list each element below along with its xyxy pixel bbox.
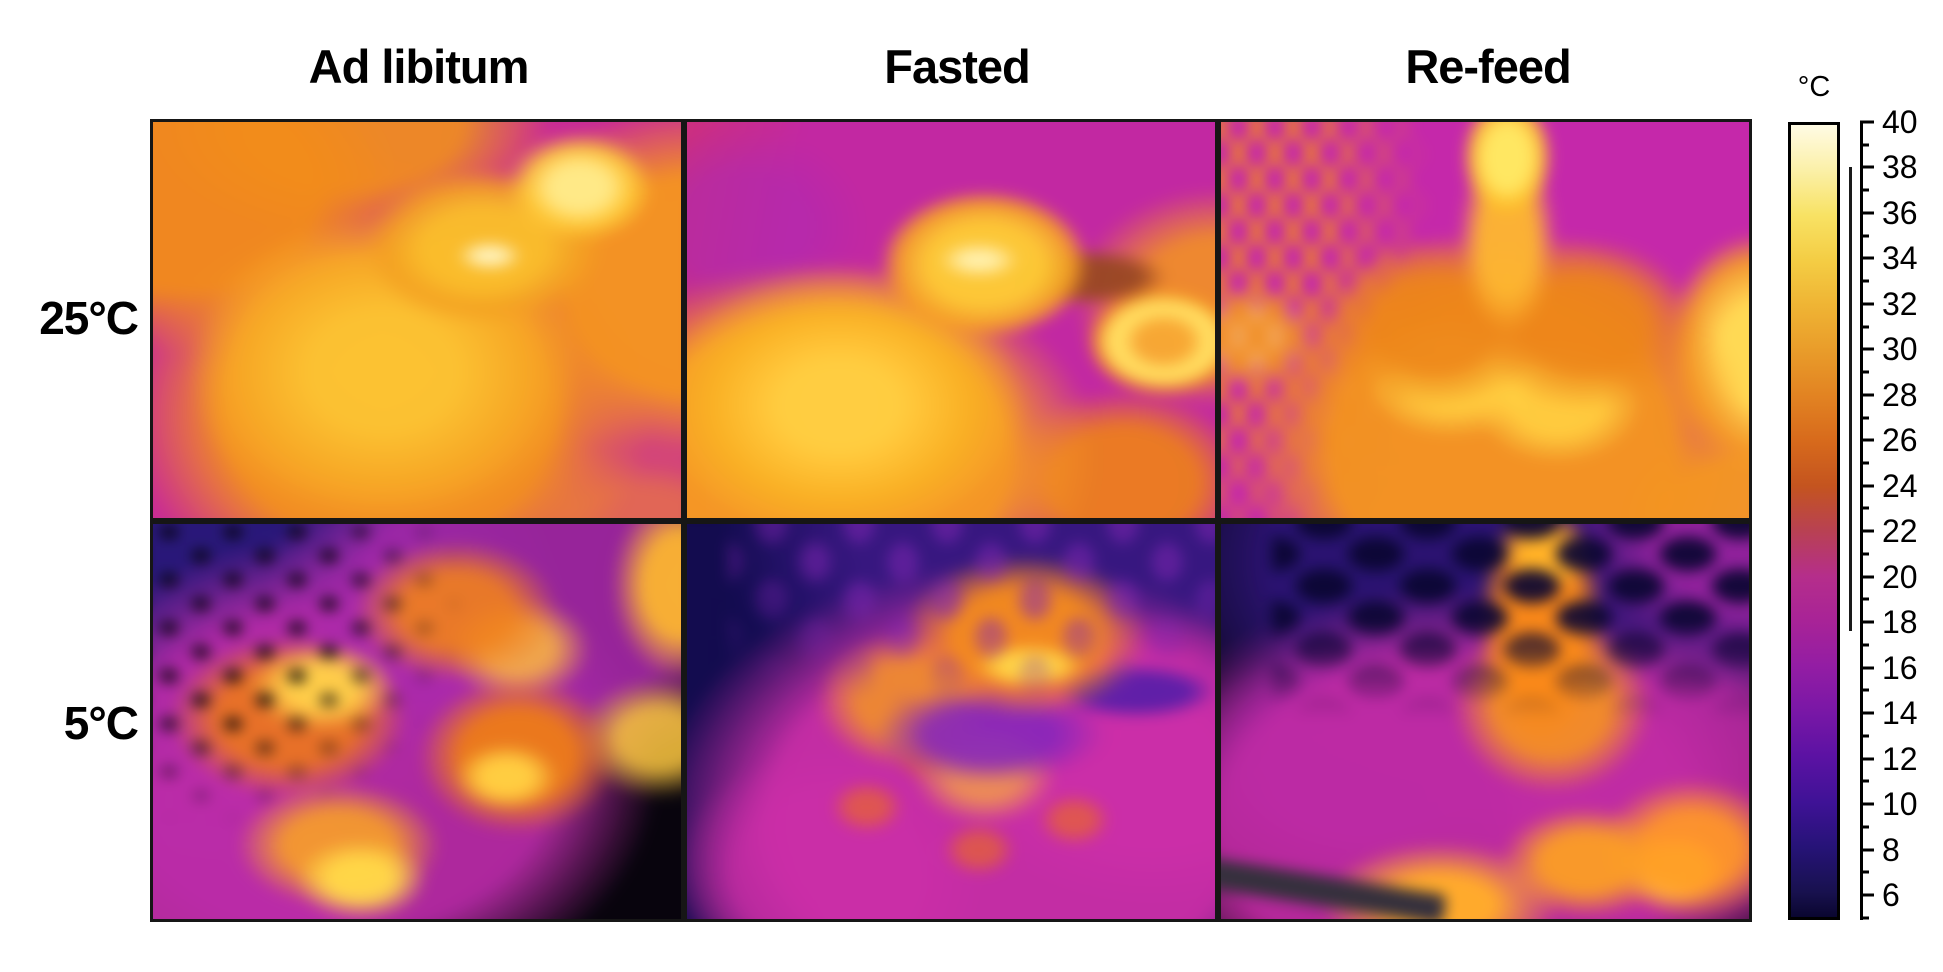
colorbar-minor-tick (1860, 597, 1869, 601)
colorbar-tick-label: 22 (1882, 513, 1918, 550)
colorbar-tick (1860, 165, 1874, 169)
panel-5c-ad-libitum (153, 523, 681, 919)
colorbar-tick-label: 40 (1882, 104, 1918, 140)
row-label-25c: 25°C (39, 292, 139, 344)
colorbar-minor-tick (1860, 143, 1869, 147)
colorbar-minor-tick (1860, 234, 1869, 238)
colorbar-tick-label: 24 (1882, 467, 1918, 504)
colorbar-range-marker (1849, 167, 1852, 632)
colorbar-tick (1860, 393, 1874, 397)
colorbar-minor-tick (1860, 688, 1869, 692)
panel-25c-ad-libitum (153, 122, 681, 518)
colorbar-minor-tick (1860, 825, 1869, 829)
thermal-image-5c-fasted (687, 523, 1215, 919)
cage-dot-pattern (153, 523, 485, 824)
panel-25c-fasted (687, 122, 1215, 518)
wire-mesh-pattern (1221, 122, 1441, 518)
colorbar-gradient (1788, 122, 1840, 920)
hex-dot-pattern (727, 523, 1215, 735)
thermal-image-25c-ad-libitum (153, 122, 681, 518)
row-label-5c: 5°C (63, 696, 139, 749)
thermal-image-5c-re-feed (1221, 523, 1749, 919)
colorbar-tick-label: 18 (1882, 604, 1918, 641)
colorbar-tick-label: 8 (1882, 831, 1900, 868)
colorbar-tick (1860, 302, 1874, 306)
colorbar-tick (1860, 256, 1874, 260)
colorbar-tick (1860, 620, 1874, 624)
colorbar-tick-label: 34 (1882, 240, 1918, 277)
colorbar-axis (1860, 122, 1863, 920)
colorbar-tick-label: 28 (1882, 376, 1918, 413)
colorbar-tick (1860, 848, 1874, 852)
colorbar-minor-tick (1860, 734, 1869, 738)
colorbar-minor-tick (1860, 643, 1869, 647)
column-header-ad-libitum: Ad libitum (308, 39, 530, 93)
colorbar-title: °C (1797, 70, 1831, 103)
colorbar-tick (1860, 757, 1874, 761)
colorbar-minor-tick (1860, 779, 1869, 783)
box-edge (1221, 855, 1447, 919)
colorbar-minor-tick (1860, 370, 1869, 374)
colorbar-tick (1860, 438, 1874, 442)
column-header-fasted: Fasted (884, 39, 1031, 93)
colorbar-tick (1860, 529, 1874, 533)
colorbar-tick-label: 32 (1882, 285, 1918, 322)
colorbar-tick-label: 38 (1882, 149, 1918, 186)
colorbar-minor-tick (1860, 188, 1869, 192)
colorbar-tick (1860, 711, 1874, 715)
colorbar-minor-tick (1860, 416, 1869, 420)
colorbar-minor-tick (1860, 916, 1869, 920)
colorbar-tick (1860, 802, 1874, 806)
colorbar-minor-tick (1860, 279, 1869, 283)
panel-5c-re-feed (1221, 523, 1749, 919)
colorbar-tick (1860, 484, 1874, 488)
colorbar-tick (1860, 120, 1874, 124)
panel-25c-re-feed (1221, 122, 1749, 518)
colorbar-minor-tick (1860, 461, 1869, 465)
colorbar-minor-tick (1860, 325, 1869, 329)
column-header-re-feed: Re-feed (1405, 39, 1571, 93)
panel-5c-fasted (687, 523, 1215, 919)
colorbar-tick-label: 6 (1882, 876, 1900, 913)
thermal-image-25c-re-feed (1221, 122, 1749, 518)
colorbar-tick-label: 30 (1882, 331, 1918, 368)
colorbar-tick-label: 16 (1882, 649, 1918, 686)
thermal-image-25c-fasted (687, 122, 1215, 518)
image-grid (150, 119, 1752, 922)
colorbar-tick-label: 12 (1882, 740, 1918, 777)
colorbar-tick (1860, 347, 1874, 351)
colorbar-ticks: 40 38 36 34 32 30 28 26 24 22 20 18 16 14 12 10 8 6 (1860, 106, 1943, 920)
colorbar-tick (1860, 666, 1874, 670)
colorbar-minor-tick (1860, 870, 1869, 874)
colorbar-tick-label: 10 (1882, 786, 1918, 823)
colorbar-minor-tick (1860, 552, 1869, 556)
colorbar-tick (1860, 575, 1874, 579)
colorbar-minor-tick (1860, 506, 1869, 510)
colorbar-tick (1860, 893, 1874, 897)
colorbar-tick-label: 14 (1882, 695, 1918, 732)
colorbar-tick (1860, 211, 1874, 215)
thermal-image-5c-ad-libitum (153, 523, 681, 919)
colorbar-tick-label: 20 (1882, 558, 1918, 595)
cage-mesh-pattern (1272, 523, 1749, 756)
colorbar-tick-label: 36 (1882, 194, 1918, 231)
colorbar-tick-label: 26 (1882, 422, 1918, 459)
